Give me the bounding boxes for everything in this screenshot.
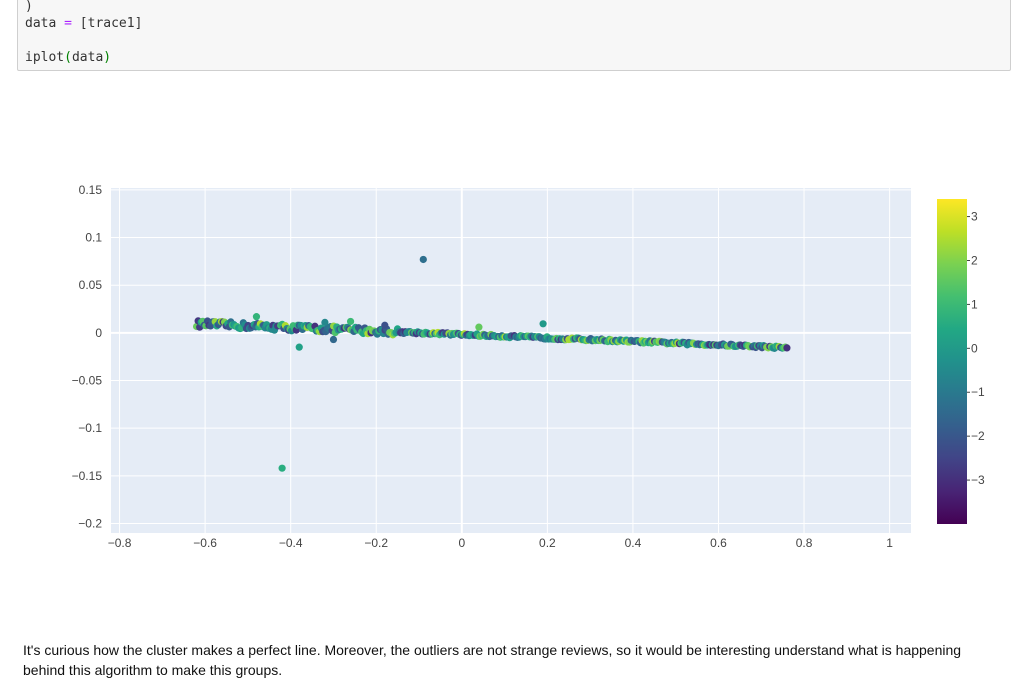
- y-tick-label: 0: [95, 326, 102, 340]
- plot-grid: [111, 188, 911, 533]
- y-tick-label: −0.2: [78, 516, 102, 530]
- x-tick-label: 1: [886, 536, 893, 550]
- outlier-point: [295, 343, 303, 351]
- scatter-plot[interactable]: −0.8 −0.6 −0.4 −0.2 0 0.2 0.4 0.6 0.8 1 0.150.10.…: [0, 0, 1032, 600]
- colorbar-tick-label: −3: [971, 473, 985, 487]
- outlier-point: [321, 318, 329, 326]
- x-tick-label: −0.8: [108, 536, 132, 550]
- x-tick-label: −0.6: [193, 536, 217, 550]
- colorbar-tick-label: −2: [971, 429, 985, 443]
- x-tick-label: 0.2: [539, 536, 556, 550]
- y-tick-label: −0.05: [72, 374, 103, 388]
- colorbar-tick-label: 0: [971, 341, 978, 355]
- scatter-point: [783, 344, 791, 352]
- x-tick-label: 0.6: [710, 536, 727, 550]
- outlier-point: [252, 313, 261, 321]
- x-tick-label: −0.2: [364, 536, 388, 550]
- colorbar-tick-label: 3: [971, 210, 978, 224]
- x-tick-label: −0.4: [279, 536, 303, 550]
- y-tick-label: 0.05: [79, 278, 103, 292]
- colorbar-tick-label: 2: [971, 253, 978, 267]
- x-axis-ticks: −0.8 −0.6 −0.4 −0.2 0 0.2 0.4 0.6 0.8 1: [108, 536, 894, 550]
- x-tick-label: 0.8: [796, 536, 813, 550]
- y-axis-ticks: 0.15 0.1 0.05 0 −0.05 −0.1 −0.15 −0.2: [72, 183, 103, 531]
- code-line-3: iplot(data): [25, 50, 112, 65]
- x-tick-label: 0.4: [625, 536, 642, 550]
- code-line-1: ): [25, 0, 33, 14]
- outlier-point: [475, 323, 483, 331]
- plot-area: [111, 188, 911, 533]
- outlier-point: [419, 255, 427, 264]
- outlier-point: [539, 320, 547, 328]
- colorbar: [937, 199, 967, 524]
- x-tick-label: 0: [458, 536, 465, 550]
- code-line-2: data = [trace1]: [25, 16, 143, 31]
- y-tick-label: 0.1: [85, 231, 102, 245]
- colorbar-tick-label: −1: [971, 385, 985, 399]
- notebook-markdown-text: It's curious how the cluster makes a per…: [23, 642, 962, 678]
- outlier-point: [329, 335, 338, 344]
- outlier-point: [381, 321, 389, 329]
- scatter-points: [192, 255, 791, 472]
- y-tick-label: 0.15: [79, 183, 103, 197]
- colorbar-ticks: 3 2 1 0 −1 −2 −3: [967, 210, 985, 487]
- y-tick-label: −0.15: [72, 469, 103, 483]
- y-tick-label: −0.1: [78, 421, 102, 435]
- colorbar-tick-label: 1: [971, 297, 978, 311]
- outlier-point: [278, 464, 286, 472]
- outlier-point: [346, 317, 355, 326]
- code-cell[interactable]: ) data = [trace1] iplot(data): [17, 0, 1011, 71]
